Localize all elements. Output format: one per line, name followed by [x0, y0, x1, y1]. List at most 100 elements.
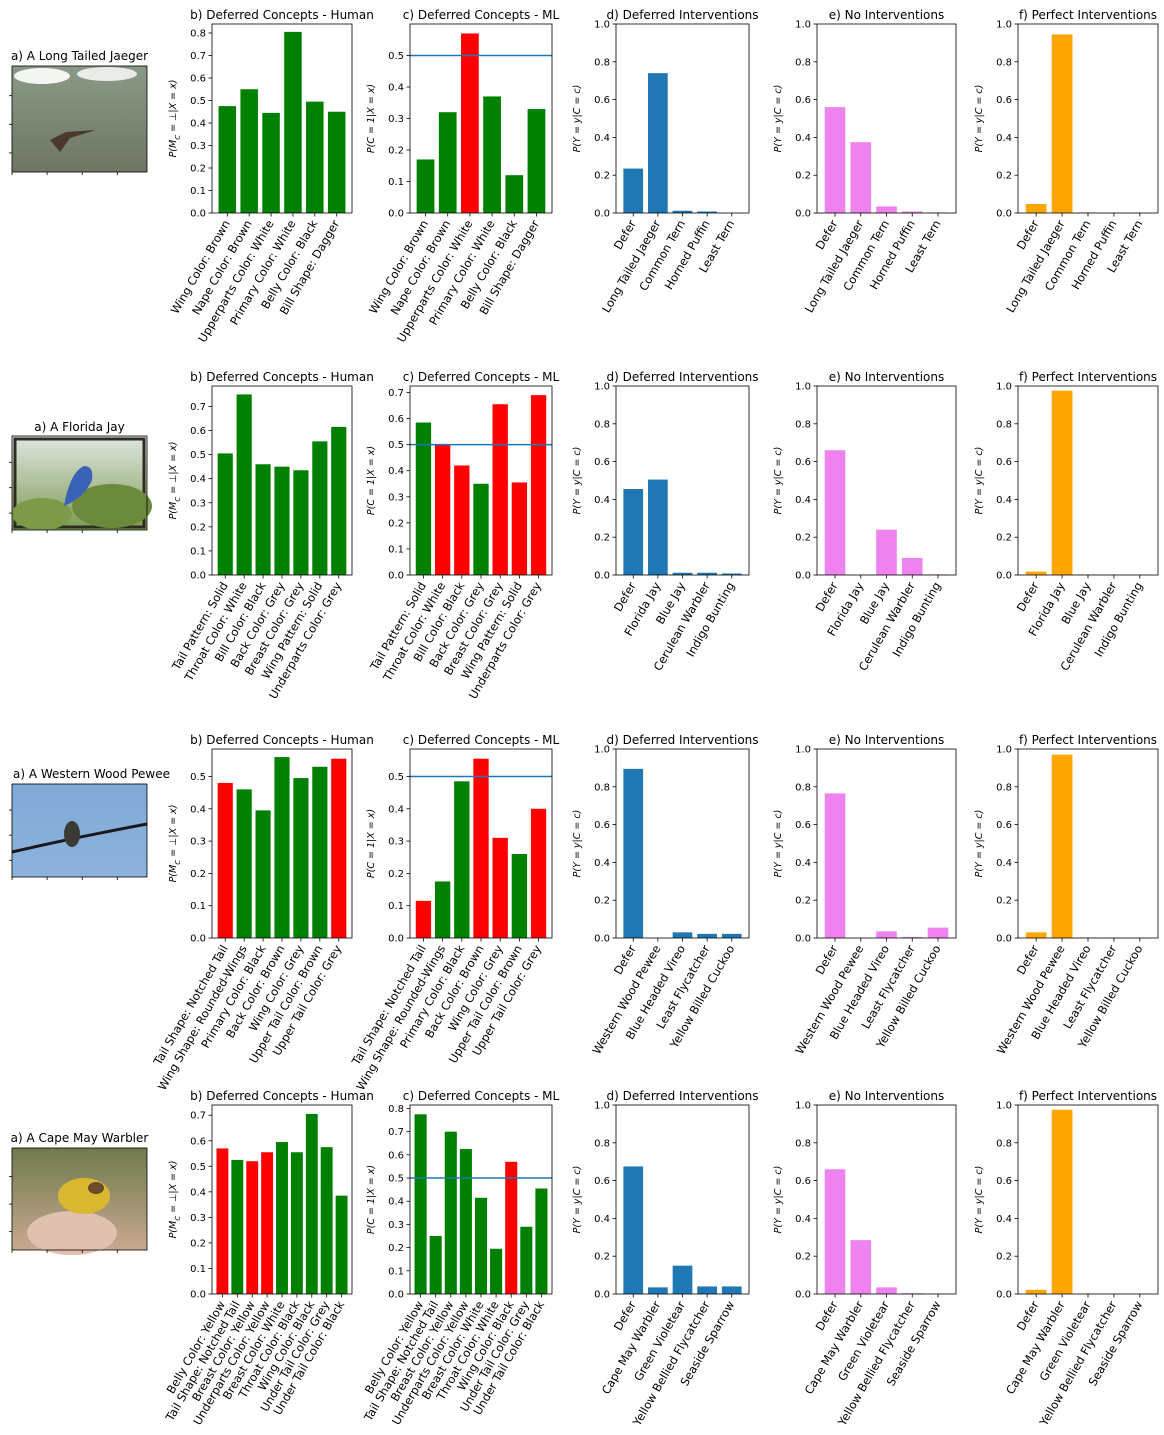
bar-4	[261, 1152, 274, 1294]
y-axis-label: P(MC = ⊥|X = x)	[168, 442, 182, 520]
bar-2	[1051, 34, 1073, 214]
y-tick-label: 0.3	[190, 1213, 206, 1224]
y-tick-label: 0.0	[190, 571, 206, 582]
bar-2	[429, 1236, 442, 1294]
y-tick-label: 0.0	[795, 571, 811, 582]
plot-frame	[1017, 385, 1159, 576]
y-tick-label: 0.5	[388, 772, 404, 783]
y-tick-label: 0.0	[996, 934, 1012, 945]
y-tick-label: 0.2	[795, 1252, 811, 1263]
y-tick-label: 0.2	[795, 171, 811, 182]
bird-title: a) A Long Tailed Jaeger	[11, 49, 148, 63]
bar-1	[217, 453, 233, 575]
plot-frame	[1017, 748, 1159, 939]
bar-7	[530, 808, 547, 938]
bar-2	[231, 1159, 244, 1294]
bar-2	[850, 1240, 872, 1294]
chart-title: f) Perfect Interventions	[1019, 1089, 1157, 1103]
y-tick-label: 0.8	[190, 29, 206, 40]
y-tick-label: 0.4	[795, 1214, 811, 1225]
y-tick-label: 0.2	[594, 896, 610, 907]
y-tick-label: 0.0	[996, 1290, 1012, 1301]
y-tick-label: 0.1	[388, 901, 404, 912]
chart-title: e) No Interventions	[829, 733, 945, 747]
bar-4	[697, 933, 717, 938]
plot-frame	[1017, 23, 1159, 214]
y-tick-label: 0.2	[190, 869, 206, 880]
y-tick-label: 1.0	[594, 382, 610, 393]
y-tick-label: 1.0	[594, 745, 610, 756]
y-tick-label: 0.0	[996, 209, 1012, 220]
bird-silhouette	[64, 821, 80, 847]
bird-title: a) A Florida Jay	[34, 420, 125, 434]
bar-1	[1025, 932, 1047, 938]
bar-5	[927, 927, 949, 938]
bar-2	[1051, 754, 1073, 938]
chart-title: b) Deferred Concepts - Human	[190, 370, 374, 384]
bird-photo-row-2	[9, 435, 152, 533]
y-tick-label: 0.3	[190, 837, 206, 848]
bar-7	[505, 1161, 518, 1294]
y-axis-label: P(C = 1|X = x)	[366, 809, 377, 878]
chart-title: b) Deferred Concepts - Human	[190, 1089, 374, 1103]
y-tick-label: 1.0	[795, 382, 811, 393]
y-tick-label: 0.8	[594, 782, 610, 793]
y-tick-label: 0.4	[594, 858, 610, 869]
y-tick-label: 1.0	[996, 20, 1012, 31]
y-tick-label: 0.3	[388, 837, 404, 848]
bar-1	[623, 1166, 644, 1294]
bar-3	[262, 112, 280, 214]
bar-2	[434, 444, 451, 575]
y-tick-label: 0.4	[594, 133, 610, 144]
bar-4	[697, 1286, 717, 1294]
y-tick-label: 0.7	[190, 402, 206, 413]
bar-1	[623, 489, 644, 575]
y-axis-label: P(Y = y|C = c)	[974, 1166, 985, 1234]
y-tick-label: 0.1	[190, 186, 206, 197]
chart-title: b) Deferred Concepts - Human	[190, 8, 374, 22]
chart-title: c) Deferred Concepts - ML	[403, 1089, 560, 1103]
y-tick-label: 0.5	[190, 96, 206, 107]
bar-6	[312, 766, 328, 938]
y-axis-label: P(Y = y|C = c)	[572, 85, 583, 153]
bar-5	[505, 175, 524, 213]
y-tick-label: 0.0	[388, 1290, 404, 1301]
y-tick-label: 0.8	[594, 419, 610, 430]
bar-2	[648, 73, 668, 213]
y-tick-label: 0.2	[594, 1252, 610, 1263]
y-tick-label: 0.0	[795, 1290, 811, 1301]
y-tick-label: 0.4	[996, 858, 1012, 869]
y-tick-label: 0.8	[996, 57, 1012, 68]
y-tick-label: 0.3	[190, 141, 206, 152]
bar-4	[473, 483, 489, 575]
y-tick-label: 0.8	[996, 419, 1012, 430]
bar-3	[246, 1161, 259, 1294]
y-tick-label: 0.6	[594, 95, 610, 106]
y-tick-label: 0.6	[996, 820, 1012, 831]
y-tick-label: 0.6	[190, 426, 206, 437]
bird-photo-row-3	[9, 783, 148, 880]
bar-5	[721, 933, 742, 938]
bar-9	[535, 1188, 548, 1294]
y-tick-label: 0.8	[795, 419, 811, 430]
bar-4	[697, 211, 717, 213]
y-tick-label: 0.7	[190, 1111, 206, 1122]
bar-1	[415, 900, 432, 938]
bar-5	[721, 573, 742, 575]
y-tick-label: 0.4	[795, 133, 811, 144]
y-axis-label: P(Y = y|C = c)	[572, 810, 583, 878]
bar-4	[483, 96, 501, 213]
y-tick-label: 0.6	[996, 95, 1012, 106]
bird-photo-row-1	[9, 65, 148, 175]
bar-3	[454, 781, 470, 938]
y-tick-label: 0.8	[996, 782, 1012, 793]
